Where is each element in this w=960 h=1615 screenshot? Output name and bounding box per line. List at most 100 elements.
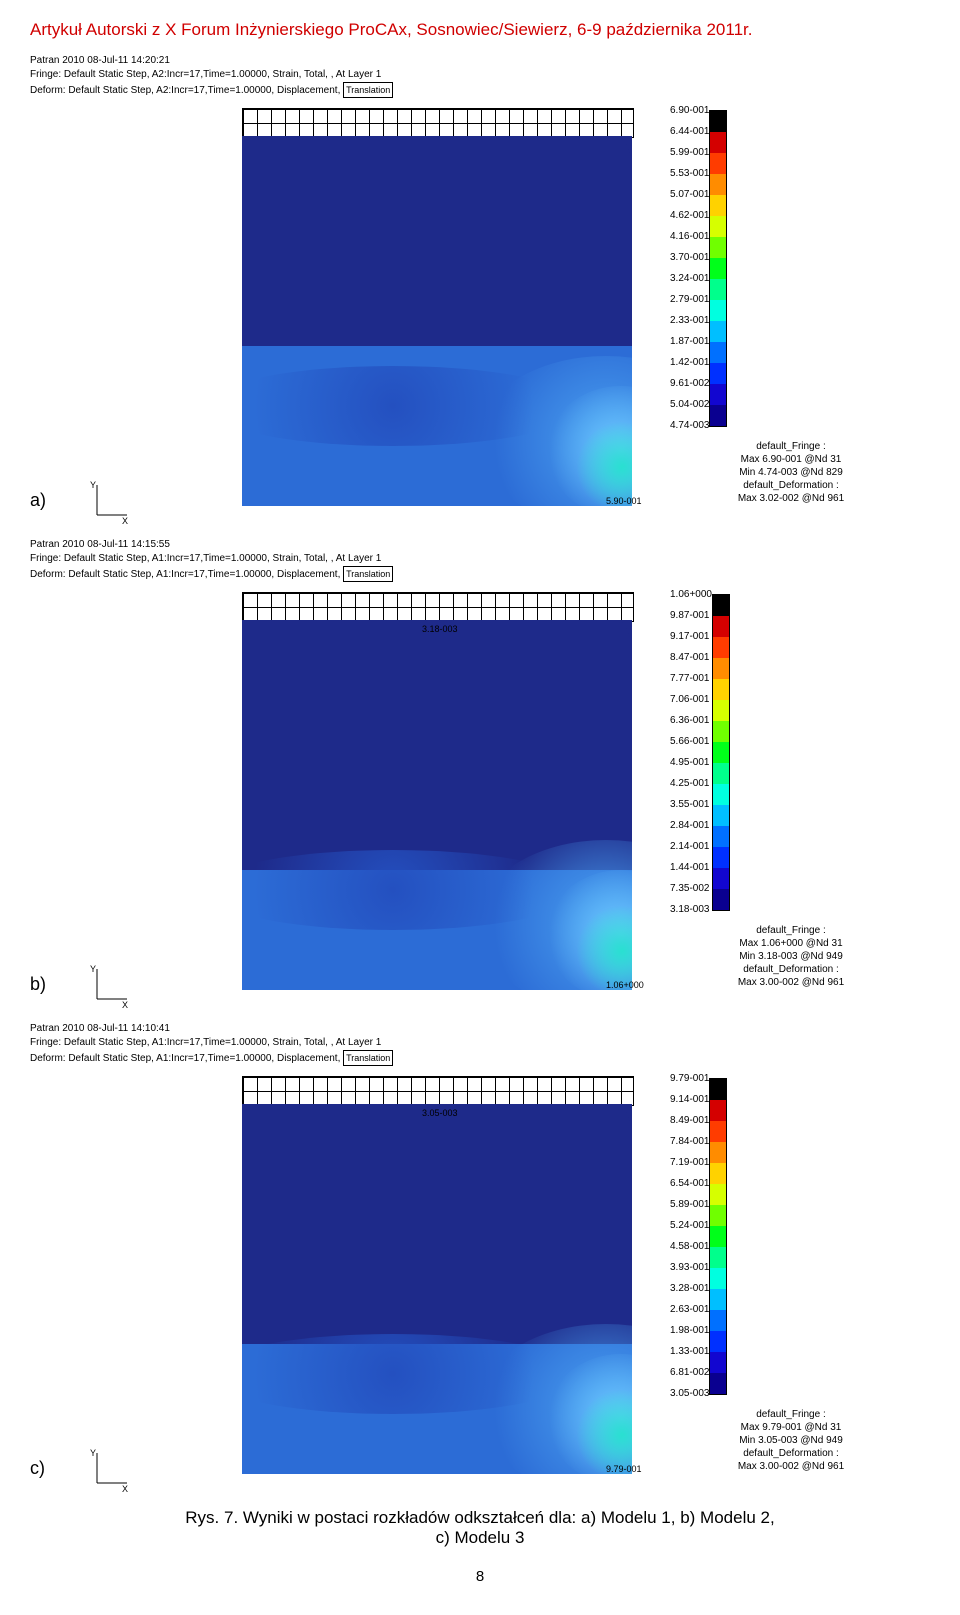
legend-sub: default_Fringe :Max 9.79-001 @Nd 31Min 3…	[666, 1408, 916, 1473]
legend-sub-line: default_Deformation :	[666, 963, 916, 976]
colorbar-tick: 7.84-001	[670, 1131, 709, 1152]
colorbar-tick: 5.24-001	[670, 1215, 709, 1236]
colorbar-segment	[710, 405, 726, 426]
legend-sub-line: default_Fringe :	[666, 924, 916, 937]
figure-3: Patran 2010 08-Jul-11 14:10:41Fringe: De…	[30, 1022, 930, 1498]
meta-lines: Patran 2010 08-Jul-11 14:20:21Fringe: De…	[30, 54, 930, 98]
colorbar-segment	[713, 847, 729, 868]
legend-sub: default_Fringe :Max 6.90-001 @Nd 31Min 4…	[666, 440, 916, 505]
page-header: Artykuł Autorski z X Forum Inżynierskieg…	[30, 20, 930, 40]
meta-line-1: Patran 2010 08-Jul-11 14:10:41	[30, 1022, 930, 1036]
model-body	[242, 136, 632, 506]
meta-line-1: Patran 2010 08-Jul-11 14:20:21	[30, 54, 930, 68]
legend-sub-line: default_Deformation :	[666, 1447, 916, 1460]
colorbar-tick: 4.95-001	[670, 752, 712, 773]
legend: 1.06+0009.87-0019.17-0018.47-0017.77-001…	[652, 584, 916, 989]
colorbar-segment	[710, 1226, 726, 1247]
strain-band	[242, 346, 632, 506]
colorbar-segment	[713, 784, 729, 805]
colorbar-segment	[710, 153, 726, 174]
colorbar-labels: 9.79-0019.14-0018.49-0017.84-0017.19-001…	[670, 1068, 709, 1404]
colorbar-tick: 3.18-003	[670, 899, 712, 920]
colorbar-segment	[710, 384, 726, 405]
top-annotation: 3.18-003	[422, 624, 458, 634]
colorbar-tick: 6.81-002	[670, 1362, 709, 1383]
colorbar-tick: 4.74-003	[670, 415, 709, 436]
colorbar-segment	[710, 1268, 726, 1289]
colorbar-segment	[713, 826, 729, 847]
legend: 6.90-0016.44-0015.99-0015.53-0015.07-001…	[652, 100, 916, 505]
colorbar-segment	[713, 700, 729, 721]
legend-sub-line: default_Fringe :	[666, 1408, 916, 1421]
colorbar-tick: 6.36-001	[670, 710, 712, 731]
colorbar-segment	[710, 174, 726, 195]
top-annotation: 3.05-003	[422, 1108, 458, 1118]
colorbar-segment	[713, 721, 729, 742]
contour-plot: 3.18-0031.06+000XY	[52, 584, 652, 1014]
meta-line-3: Deform: Default Static Step, A2:Incr=17,…	[30, 82, 930, 98]
corner-annotation: 9.79-001	[606, 1464, 642, 1474]
colorbar-tick: 2.84-001	[670, 815, 712, 836]
colorbar-tick: 9.17-001	[670, 626, 712, 647]
colorbar-tick: 3.70-001	[670, 247, 709, 268]
colorbar-tick: 5.04-002	[670, 394, 709, 415]
translation-box: Translation	[343, 1050, 393, 1066]
colorbar-segment	[713, 637, 729, 658]
colorbar-segment	[710, 1373, 726, 1394]
colorbar: 9.79-0019.14-0018.49-0017.84-0017.19-001…	[666, 1068, 916, 1404]
colorbar-tick: 1.42-001	[670, 352, 709, 373]
colorbar-segment	[713, 658, 729, 679]
corner-annotation: 1.06+000	[606, 980, 644, 990]
colorbar-tick: 2.63-001	[670, 1299, 709, 1320]
meta-line-1: Patran 2010 08-Jul-11 14:15:55	[30, 538, 930, 552]
colorbar-segment	[710, 1205, 726, 1226]
meta-line-2: Fringe: Default Static Step, A1:Incr=17,…	[30, 552, 930, 566]
contour-plot: 5.90-001XY	[52, 100, 652, 530]
meta-line-2: Fringe: Default Static Step, A2:Incr=17,…	[30, 68, 930, 82]
colorbar-segment	[710, 1247, 726, 1268]
colorbar-segment	[710, 1310, 726, 1331]
colorbar-labels: 1.06+0009.87-0019.17-0018.47-0017.77-001…	[670, 584, 712, 920]
colorbar-labels: 6.90-0016.44-0015.99-0015.53-0015.07-001…	[670, 100, 709, 436]
colorbar-tick: 3.93-001	[670, 1257, 709, 1278]
axis-indicator: XY	[92, 480, 132, 520]
strain-band	[242, 870, 632, 990]
meta-line-3: Deform: Default Static Step, A1:Incr=17,…	[30, 566, 930, 582]
subfigure-letter: b)	[30, 584, 52, 995]
meta-lines: Patran 2010 08-Jul-11 14:10:41Fringe: De…	[30, 1022, 930, 1066]
translation-box: Translation	[343, 566, 393, 582]
colorbar-segment	[710, 216, 726, 237]
colorbar-tick: 7.19-001	[670, 1152, 709, 1173]
colorbar-tick: 2.79-001	[670, 289, 709, 310]
colorbar-segment	[710, 1352, 726, 1373]
colorbar-tick: 9.87-001	[670, 605, 712, 626]
translation-box: Translation	[343, 82, 393, 98]
colorbar-tick: 1.33-001	[670, 1341, 709, 1362]
model-body	[242, 1104, 632, 1474]
contour-plot: 3.05-0039.79-001XY	[52, 1068, 652, 1498]
colorbar-segment	[710, 237, 726, 258]
colorbar-segment	[713, 763, 729, 784]
colorbar-tick: 3.28-001	[670, 1278, 709, 1299]
svg-text:Y: Y	[90, 480, 96, 490]
model-body	[242, 620, 632, 990]
svg-text:Y: Y	[90, 964, 96, 974]
legend-sub-line: Max 3.00-002 @Nd 961	[666, 976, 916, 989]
colorbar-segment	[710, 111, 726, 132]
colorbar-tick: 5.07-001	[670, 184, 709, 205]
colorbar-segment	[710, 1142, 726, 1163]
colorbar-tick: 2.33-001	[670, 310, 709, 331]
meta-lines: Patran 2010 08-Jul-11 14:15:55Fringe: De…	[30, 538, 930, 582]
mesh-grid	[242, 1076, 634, 1106]
colorbar-segment	[713, 679, 729, 700]
colorbar-strip	[709, 1078, 727, 1395]
colorbar-segment	[710, 1100, 726, 1121]
legend-sub-line: Min 4.74-003 @Nd 829	[666, 466, 916, 479]
legend-sub-line: Max 6.90-001 @Nd 31	[666, 453, 916, 466]
legend-sub-line: Max 3.02-002 @Nd 961	[666, 492, 916, 505]
colorbar-tick: 4.58-001	[670, 1236, 709, 1257]
legend-sub-line: Max 1.06+000 @Nd 31	[666, 937, 916, 950]
subfigure-letter: c)	[30, 1068, 52, 1479]
legend-sub-line: Min 3.05-003 @Nd 949	[666, 1434, 916, 1447]
colorbar-segment	[710, 195, 726, 216]
